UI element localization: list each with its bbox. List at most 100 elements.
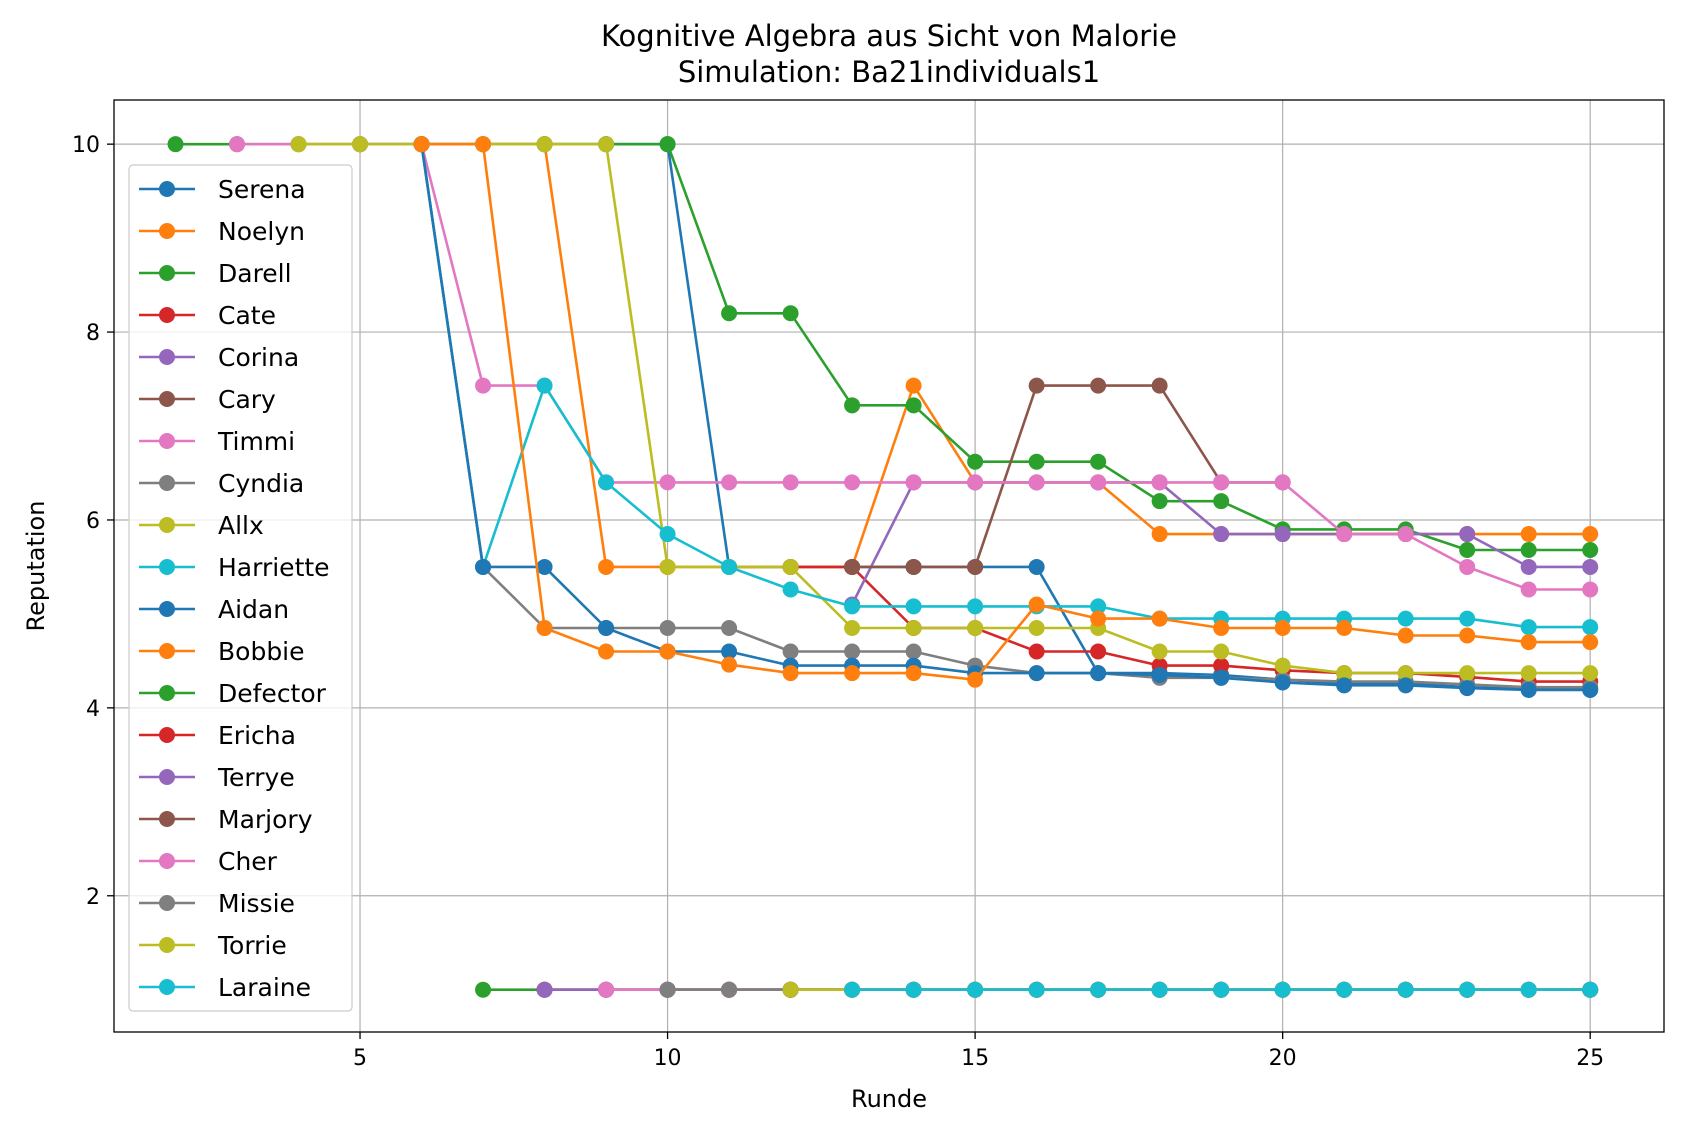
data-point	[1090, 377, 1107, 394]
data-point	[1213, 493, 1230, 510]
data-point	[475, 558, 492, 575]
data-point	[1520, 542, 1537, 559]
data-point	[967, 453, 984, 470]
legend-marker	[159, 685, 175, 701]
data-point	[1028, 453, 1045, 470]
legend-label: Ericha	[218, 721, 296, 750]
legend-item: Darell	[139, 259, 292, 288]
chart-subtitle: Simulation: Ba21individuals1	[678, 55, 1100, 89]
x-axis-label: Runde	[851, 1085, 927, 1113]
data-point	[1090, 665, 1107, 682]
data-point	[1582, 665, 1599, 682]
y-tick-label: 6	[86, 509, 100, 534]
data-point	[844, 981, 861, 998]
x-tick-label: 20	[1269, 1046, 1297, 1071]
data-point	[905, 643, 922, 660]
y-tick-label: 10	[72, 133, 100, 158]
data-point	[659, 474, 676, 491]
data-point	[1274, 526, 1291, 543]
legend-label: Torrie	[217, 931, 287, 960]
data-point	[1459, 665, 1476, 682]
data-point	[1397, 610, 1414, 627]
legend-item: Cher	[139, 847, 278, 876]
legend-item: Aidan	[139, 595, 289, 624]
data-point	[1397, 981, 1414, 998]
data-point	[475, 377, 492, 394]
data-point	[1090, 643, 1107, 660]
data-point	[536, 377, 553, 394]
chart-title: Kognitive Algebra aus Sicht von Malorie	[601, 19, 1177, 53]
data-point	[167, 136, 184, 153]
data-point	[782, 474, 799, 491]
legend-item: Harriette	[139, 553, 330, 582]
data-point	[1274, 981, 1291, 998]
data-point	[475, 981, 492, 998]
legend-label: Cyndia	[218, 469, 304, 498]
legend-item: Noelyn	[139, 217, 305, 246]
x-tick-label: 5	[353, 1046, 367, 1071]
data-point	[1582, 634, 1599, 651]
legend-label: Darell	[218, 259, 292, 288]
data-point	[1028, 558, 1045, 575]
legend-marker	[159, 811, 175, 827]
data-point	[1151, 493, 1168, 510]
series-line	[420, 144, 1591, 689]
data-point	[782, 643, 799, 660]
legend-label: Corina	[218, 343, 299, 372]
data-point	[905, 397, 922, 414]
legend-item: Marjory	[139, 805, 313, 834]
legend-item: Missie	[139, 889, 295, 918]
legend-label: Noelyn	[218, 217, 305, 246]
legend-marker	[159, 895, 175, 911]
legend-marker	[159, 769, 175, 785]
series-line	[421, 142, 1591, 682]
data-point	[1397, 627, 1414, 644]
legend-marker	[159, 937, 175, 953]
data-point	[659, 558, 676, 575]
legend-marker	[159, 643, 175, 659]
data-point	[1213, 643, 1230, 660]
data-point	[1090, 598, 1107, 615]
data-point	[1336, 620, 1353, 637]
legend-label: Marjory	[218, 805, 313, 834]
plot-frame	[113, 99, 1665, 1033]
data-point	[782, 665, 799, 682]
data-point	[1028, 474, 1045, 491]
legend-item: Cyndia	[139, 469, 304, 498]
data-point	[1028, 377, 1045, 394]
legend-item: Terrye	[139, 763, 295, 792]
data-point	[352, 136, 369, 153]
data-point	[721, 305, 738, 322]
data-point	[967, 474, 984, 491]
legend-label: Terrye	[217, 763, 295, 792]
data-point	[1520, 682, 1537, 699]
data-point	[844, 665, 861, 682]
data-point	[1336, 981, 1353, 998]
legend-item: Cate	[139, 301, 276, 330]
legend-label: Defector	[218, 679, 327, 708]
legend-item: Corina	[139, 343, 299, 372]
data-point	[721, 474, 738, 491]
data-point	[844, 474, 861, 491]
data-point	[1520, 634, 1537, 651]
data-point	[905, 598, 922, 615]
data-point	[1151, 643, 1168, 660]
series-line	[420, 144, 1591, 629]
data-point	[598, 136, 615, 153]
data-point	[905, 377, 922, 394]
legend-item: Cary	[139, 385, 276, 414]
data-point	[1028, 665, 1045, 682]
data-point	[1336, 677, 1353, 694]
legend-label: Missie	[218, 889, 295, 918]
legend-marker	[159, 727, 175, 743]
data-point	[659, 981, 676, 998]
data-point	[1520, 619, 1537, 636]
data-point	[1459, 526, 1476, 543]
data-point	[598, 558, 615, 575]
data-point	[967, 671, 984, 688]
legend-marker	[159, 559, 175, 575]
legend-label: Cher	[218, 847, 278, 876]
ticks: 5 10 15 20 25 2 4 6 8 10	[72, 133, 1604, 1071]
legend-marker	[159, 433, 175, 449]
